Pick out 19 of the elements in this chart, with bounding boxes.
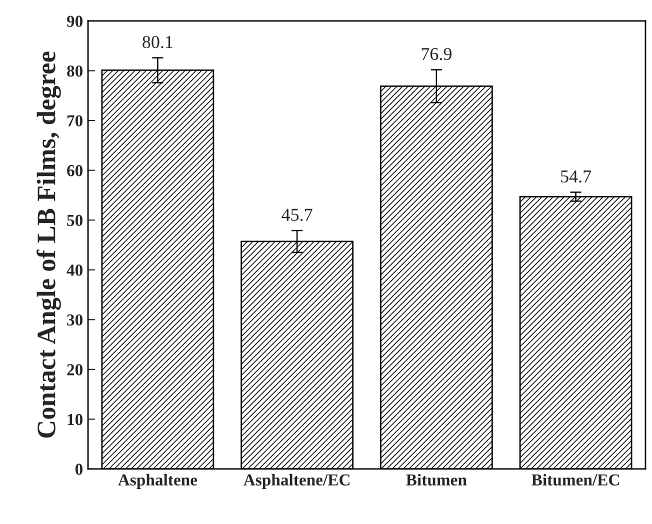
y-tick-label: 10 [68, 414, 83, 426]
y-tick-label: 70 [67, 115, 83, 126]
data-label: 54.7 [561, 170, 592, 183]
data-label: 76.9 [422, 48, 452, 60]
y-tick-label: 50 [67, 214, 83, 226]
y-tick-label: 0 [75, 464, 83, 475]
y-tick-label: 40 [66, 264, 83, 276]
x-tick-label: Bitumen [406, 474, 467, 486]
data-label: 45.7 [282, 208, 312, 221]
x-tick-label: Asphaltene/EC [244, 474, 350, 489]
y-tick-label: 20 [67, 364, 83, 376]
y-tick-label: 30 [67, 314, 83, 326]
x-tick-label: Bitumen/EC [532, 474, 619, 486]
data-label: 80.1 [142, 36, 172, 48]
y-tick-label: 80 [67, 65, 83, 77]
y-tick-label: 60 [67, 165, 83, 176]
y-axis-title: Contact Angle of LB Films, degree [36, 52, 61, 438]
y-tick-label: 90 [66, 16, 83, 27]
x-tick-label: Asphaltene [118, 474, 198, 489]
